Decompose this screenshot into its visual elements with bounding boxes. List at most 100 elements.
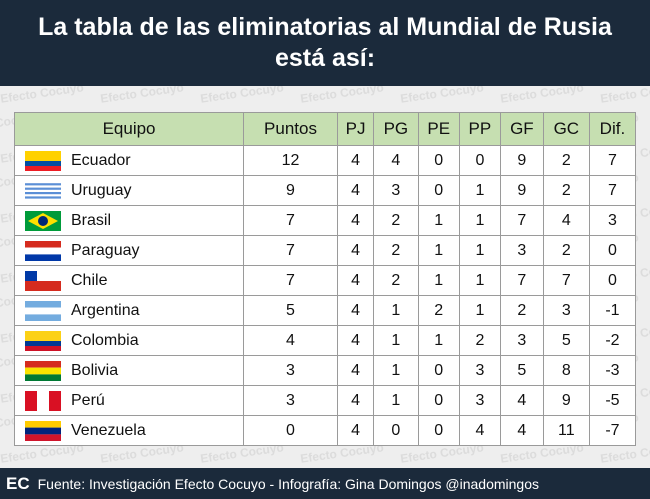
flag <box>25 150 61 171</box>
team-row: Colombia 4 4 1 1 2 3 5 -2 <box>13 325 637 356</box>
stat-cell: 4 <box>336 145 375 176</box>
stat-cell: 3 <box>243 385 338 416</box>
stat-cell: 1 <box>373 355 419 386</box>
stat-cell: -2 <box>588 325 637 356</box>
team-name: Ecuador <box>71 151 131 169</box>
stat-cell: 9 <box>499 145 544 176</box>
team-name: Perú <box>71 391 105 409</box>
stat-cell: 2 <box>542 175 590 206</box>
team-name: Chile <box>71 271 108 289</box>
team-cell: Bolivia <box>13 355 245 386</box>
stat-cell: 4 <box>336 325 375 356</box>
stat-cell: 7 <box>243 265 338 296</box>
stat-cell: 2 <box>499 295 544 326</box>
stat-cell: 5 <box>542 325 590 356</box>
flag <box>25 420 61 441</box>
stat-cell: 5 <box>499 355 544 386</box>
team-cell: Brasil <box>13 205 245 236</box>
stat-cell: 0 <box>588 235 637 266</box>
stat-cell: -7 <box>588 415 637 446</box>
flag <box>25 240 61 261</box>
source: Fuente: Investigación Efecto Cocuyo - In… <box>37 476 539 492</box>
team-name: Brasil <box>71 211 112 229</box>
watermark: Efecto Cocuyo <box>599 86 650 106</box>
stat-cell: 1 <box>458 175 501 206</box>
stat-cell: 7 <box>588 145 637 176</box>
standings-table: Equipo Puntos PJ PG PE PP GF GC Dif. Ecuador 12 4 4 0… <box>13 112 637 446</box>
team-row: Paraguay 7 4 2 1 1 3 2 0 <box>13 235 637 266</box>
stat-cell: 4 <box>336 265 375 296</box>
stat-cell: 4 <box>243 325 338 356</box>
title-line: La tabla de las eliminatorias al Mundial… <box>38 13 612 41</box>
stat-cell: 0 <box>243 415 338 446</box>
stat-cell: 0 <box>417 415 460 446</box>
team-row: Uruguay 9 4 3 0 1 9 2 7 <box>13 175 637 206</box>
stat-cell: 1 <box>373 385 419 416</box>
stat-cell: -3 <box>588 355 637 386</box>
footer: EC Fuente: Investigación Efecto Cocuyo - … <box>0 468 650 499</box>
column-header: PE <box>417 112 460 146</box>
stat-cell: -1 <box>588 295 637 326</box>
stat-cell: 0 <box>417 355 460 386</box>
column-header: Dif. <box>588 112 637 146</box>
flag <box>25 330 61 351</box>
flag <box>25 180 61 201</box>
stat-cell: 0 <box>373 415 419 446</box>
team-name: Venezuela <box>71 421 146 439</box>
stat-cell: 0 <box>458 145 501 176</box>
stat-cell: 4 <box>336 355 375 386</box>
stat-cell: 4 <box>336 415 375 446</box>
team-cell: Colombia <box>13 325 245 356</box>
team-row: Argentina 5 4 1 2 1 2 3 -1 <box>13 295 637 326</box>
stat-cell: 3 <box>499 235 544 266</box>
stat-cell: 4 <box>499 415 544 446</box>
team-cell: Venezuela <box>13 415 245 446</box>
team-row: Chile 7 4 2 1 1 7 7 0 <box>13 265 637 296</box>
stat-cell: 1 <box>458 235 501 266</box>
stat-cell: 2 <box>542 235 590 266</box>
stat-cell: 7 <box>499 205 544 236</box>
team-cell: Paraguay <box>13 235 245 266</box>
team-name: Uruguay <box>71 181 132 199</box>
team-cell: Uruguay <box>13 175 245 206</box>
team-name: Paraguay <box>71 241 140 259</box>
stat-cell: 4 <box>373 145 419 176</box>
header: La tabla de las eliminatorias al Mundial… <box>0 0 650 86</box>
stat-cell: 5 <box>243 295 338 326</box>
stat-cell: 0 <box>417 385 460 416</box>
column-header: GC <box>542 112 590 146</box>
team-row: Bolivia 3 4 1 0 3 5 8 -3 <box>13 355 637 386</box>
stat-cell: 3 <box>458 385 501 416</box>
team-cell: Chile <box>13 265 245 296</box>
stat-cell: 7 <box>588 175 637 206</box>
stat-cell: 7 <box>243 205 338 236</box>
stat-cell: 1 <box>458 205 501 236</box>
logo: EC <box>6 474 30 493</box>
stat-cell: 2 <box>373 265 419 296</box>
stat-cell: 2 <box>373 205 419 236</box>
flag <box>25 270 61 291</box>
stat-cell: 9 <box>542 385 590 416</box>
team-cell: Argentina <box>13 295 245 326</box>
stat-cell: 2 <box>373 235 419 266</box>
stat-cell: 4 <box>336 235 375 266</box>
stat-cell: -5 <box>588 385 637 416</box>
stat-cell: 11 <box>542 415 590 446</box>
team-row: Ecuador 12 4 4 0 0 9 2 7 <box>13 145 637 176</box>
header-row: Equipo Puntos PJ PG PE PP GF GC Dif. <box>13 112 637 146</box>
stat-cell: 2 <box>458 325 501 356</box>
stat-cell: 0 <box>417 175 460 206</box>
team-row: Perú 3 4 1 0 3 4 9 -5 <box>13 385 637 416</box>
column-header: PP <box>458 112 501 146</box>
team-name: Argentina <box>71 301 140 319</box>
stat-cell: 2 <box>542 145 590 176</box>
stat-cell: 4 <box>499 385 544 416</box>
stat-cell: 1 <box>417 265 460 296</box>
watermark: Efecto Cocuyo <box>299 86 385 106</box>
team-row: Venezuela 0 4 0 0 4 4 11 -7 <box>13 415 637 446</box>
stat-cell: 0 <box>588 265 637 296</box>
watermark: Efecto Cocuyo <box>0 86 85 106</box>
stat-cell: 1 <box>373 295 419 326</box>
flag <box>25 210 61 231</box>
